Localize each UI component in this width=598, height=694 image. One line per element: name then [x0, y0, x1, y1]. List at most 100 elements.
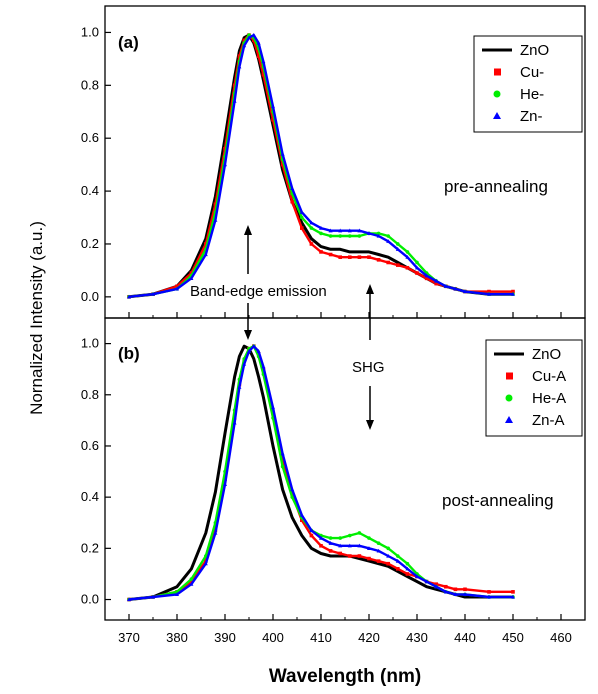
- data-point: [444, 584, 448, 589]
- data-point: [396, 554, 400, 558]
- data-point: [386, 546, 391, 551]
- panel-a-y-tick-label: 1.0: [81, 24, 99, 39]
- data-point: [213, 530, 218, 535]
- data-point: [357, 255, 362, 259]
- data-point: [487, 289, 491, 294]
- x-tick-label: 410: [310, 630, 332, 645]
- data-point: [386, 260, 390, 265]
- data-point: [395, 558, 400, 563]
- panel-a-legend: ZnO Cu- He- Zn-: [473, 35, 583, 133]
- data-point: [175, 284, 179, 289]
- data-point: [415, 260, 419, 265]
- data-point: [256, 54, 261, 59]
- x-tick-label: 400: [262, 630, 284, 645]
- data-point: [396, 263, 400, 267]
- data-point: [203, 561, 208, 566]
- data-point: [348, 533, 352, 538]
- legend-label: ZnO: [520, 42, 549, 59]
- legend-label: Zn-: [520, 108, 543, 125]
- band-edge-annotation: Band-edge emission: [190, 225, 327, 340]
- data-point: [232, 420, 237, 425]
- data-point: [242, 43, 247, 48]
- data-point: [434, 281, 438, 286]
- data-point: [338, 536, 343, 540]
- legend-label: ZnO: [532, 346, 561, 363]
- panel-a-y-tick-label: 0.4: [81, 183, 99, 198]
- data-point: [280, 456, 285, 461]
- x-tick-label: 380: [166, 630, 188, 645]
- data-point: [290, 199, 294, 204]
- legend-label: Cu-: [520, 64, 544, 81]
- x-tick-label: 450: [502, 630, 524, 645]
- x-tick-label: 430: [406, 630, 428, 645]
- data-point: [189, 581, 194, 586]
- panel-b-legend: ZnO Cu-A He-A Zn-A: [485, 339, 583, 437]
- data-point: [348, 234, 352, 238]
- data-point: [280, 451, 285, 456]
- legend-swatch: [493, 112, 501, 119]
- series-zna-line: [128, 345, 513, 601]
- data-point: [290, 487, 295, 492]
- data-point: [237, 54, 242, 59]
- legend-label: He-A: [532, 390, 566, 407]
- data-point: [395, 247, 400, 251]
- x-tick-label: 460: [550, 630, 572, 645]
- data-point: [151, 594, 155, 599]
- data-point: [405, 572, 410, 576]
- data-point: [309, 533, 314, 538]
- data-point: [256, 40, 261, 45]
- series-zno-line: [128, 33, 513, 299]
- data-point: [415, 265, 419, 270]
- data-point: [299, 210, 304, 214]
- series-cua-line: [128, 345, 513, 601]
- data-point: [357, 554, 362, 558]
- series-zn-line: [128, 33, 513, 298]
- data-point: [405, 265, 410, 270]
- data-point: [453, 286, 458, 291]
- data-point: [189, 276, 194, 280]
- data-point: [348, 554, 352, 558]
- data-point: [511, 289, 515, 294]
- data-point: [309, 528, 314, 533]
- legend-frame: [473, 35, 583, 133]
- data-point: [367, 255, 371, 259]
- data-point: [328, 228, 333, 233]
- panel-a-y-tick-label: 0.6: [81, 130, 99, 145]
- data-point: [511, 590, 515, 594]
- data-point: [280, 162, 285, 167]
- data-point: [189, 579, 194, 584]
- panel-a-y-tick-label: 0.2: [81, 236, 99, 251]
- data-point: [175, 286, 179, 291]
- data-point: [290, 495, 295, 499]
- panel-b-y-tick-label: 0.6: [81, 438, 99, 453]
- data-point: [424, 579, 429, 584]
- data-point: [443, 589, 448, 594]
- data-point: [223, 482, 227, 486]
- legend-swatch: [506, 372, 513, 380]
- data-point: [367, 546, 371, 550]
- panel-b-y-tick-label: 0.4: [81, 489, 99, 504]
- data-point: [247, 349, 251, 353]
- data-point: [338, 228, 343, 233]
- data-point: [511, 594, 515, 599]
- legend-frame: [485, 339, 583, 437]
- data-point: [376, 258, 381, 262]
- data-point: [405, 566, 410, 571]
- shg-annotation: SHG: [352, 284, 385, 430]
- data-point: [237, 384, 242, 389]
- data-point: [261, 72, 266, 77]
- data-point: [415, 271, 419, 275]
- data-point: [300, 215, 304, 220]
- data-point: [328, 234, 333, 238]
- legend-swatch: [505, 394, 513, 402]
- data-point: [328, 541, 333, 545]
- data-point: [319, 250, 323, 254]
- band-edge-arrowhead-down: [244, 330, 252, 340]
- data-point: [386, 234, 391, 238]
- data-point: [189, 271, 194, 275]
- panel-a-plot: 0.0 0.2 0.4 0.6 0.8 1.0 ZnO Cu- He- Zn-: [81, 24, 586, 318]
- data-point: [376, 233, 381, 238]
- data-point: [256, 349, 261, 353]
- band-edge-label: Band-edge emission: [190, 283, 327, 300]
